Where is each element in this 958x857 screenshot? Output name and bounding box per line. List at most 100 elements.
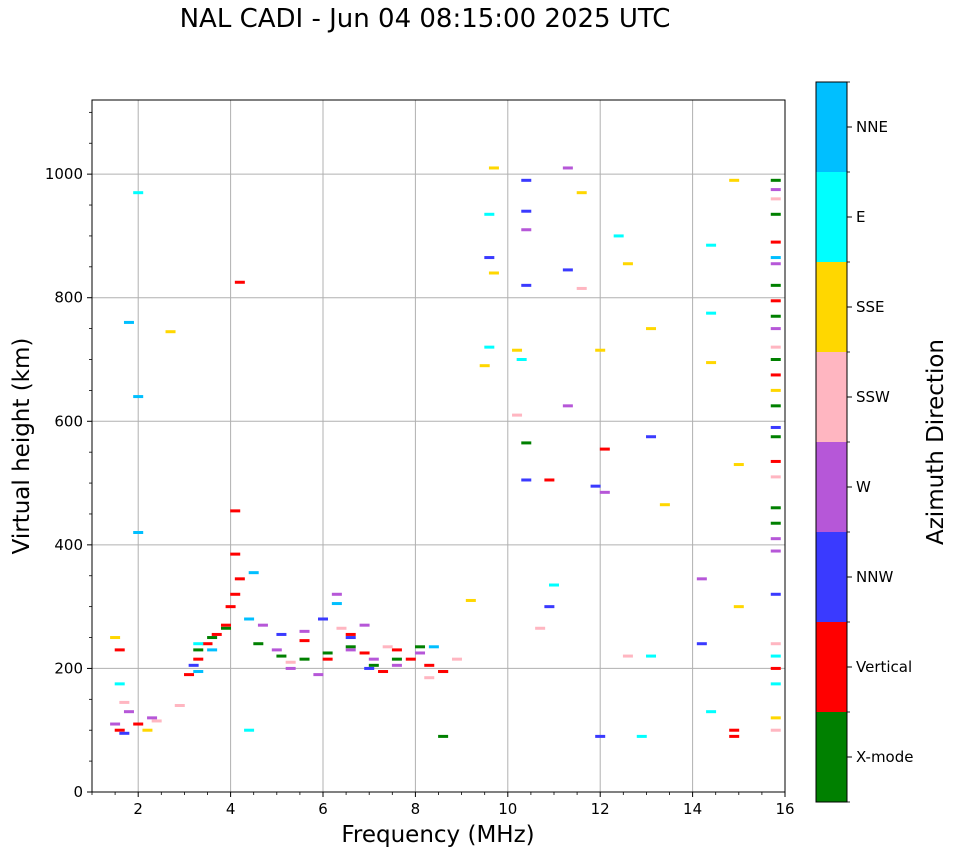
echo-point-e [484,212,495,216]
echo-point-x-mode [299,657,310,661]
echo-point-nnw [770,425,781,429]
echo-point-e [133,191,144,195]
echo-point-vertical [599,447,610,451]
echo-point-nne [244,617,255,621]
echo-point-ssw [451,657,462,661]
echo-point-e [516,358,527,361]
echo-points [110,166,781,738]
echo-point-nnw [188,663,199,667]
echo-point-w [285,666,296,670]
echo-point-nnw [770,592,781,596]
colorbar-segment-e [816,172,847,262]
echo-point-x-mode [770,314,781,318]
echo-point-e [244,728,255,732]
colorbar-segment-nnw [816,532,847,622]
echo-point-x-mode [770,283,781,287]
echo-point-vertical [202,642,213,646]
echo-point-x-mode [415,645,426,649]
echo-point-w [415,651,426,655]
echo-point-sse [488,271,499,275]
axis-ticks: 2 4 6 8 10 12 14 16 0 200 400 600 800 1000 [45,111,795,818]
echo-point-sse [165,330,176,334]
echo-point-ssw [770,728,781,732]
echo-point-sse [646,327,657,331]
echo-point-vertical [359,651,370,655]
echo-point-ssw [151,719,162,723]
echo-point-x-mode [207,636,218,640]
echo-point-vertical [729,728,740,732]
echo-point-nnw [484,256,495,260]
echo-point-w [123,710,134,714]
echo-point-vertical [322,657,333,661]
echo-point-sse [576,191,587,195]
echo-point-w [331,592,342,596]
echo-point-x-mode [770,358,781,361]
echo-point-vertical [225,605,236,609]
x-tick-label: 16 [775,800,794,818]
colorbar-tick-label: W [856,478,871,496]
echo-point-e [636,734,647,738]
colorbar-frame [815,81,848,803]
echo-point-e [770,654,781,658]
echo-point-vertical [230,552,241,556]
colorbar-tick-label: NNE [856,118,888,136]
echo-point-vertical [345,632,356,636]
echo-point-e [613,234,624,238]
echo-point-x-mode [193,648,204,652]
echo-point-nnw [345,636,356,640]
echo-point-vertical [391,648,402,652]
echo-point-vertical [193,657,204,661]
echo-point-w [599,490,610,494]
echo-point-nnw [318,617,328,621]
echo-point-nnw [595,734,606,738]
echo-point-w [562,166,573,170]
echo-point-sse [488,166,499,170]
x-tick-label: 8 [411,800,421,818]
x-tick-label: 14 [683,800,702,818]
echo-point-ssw [424,676,435,680]
colorbar-tick-label: X-mode [856,748,913,766]
grid-lines [92,100,785,792]
echo-point-x-mode [438,734,449,738]
echo-point-vertical [220,623,231,627]
echo-point-nnw [521,283,532,287]
colorbar-segment-nne [816,82,847,172]
echo-point-sse [465,598,476,602]
x-tick-label: 2 [133,800,143,818]
echo-point-x-mode [770,506,781,510]
echo-point-e [706,710,717,714]
echo-point-x-mode [220,626,231,630]
echo-point-w [110,722,121,726]
echo-point-vertical [544,478,555,482]
y-tick-label: 0 [73,783,83,801]
y-tick-label: 800 [54,289,83,307]
echo-point-ssw [770,345,781,349]
echo-point-ssw [770,197,781,201]
echo-point-x-mode [770,178,781,182]
echo-point-vertical [230,509,241,513]
echo-point-e [646,654,657,658]
echo-point-w [770,537,781,541]
echo-point-nnw [521,478,532,482]
echo-point-sse [770,716,781,720]
echo-point-w [770,549,781,553]
colorbar-segment-vertical [816,622,847,712]
echo-point-ssw [770,475,781,479]
echo-point-x-mode [770,212,781,216]
echo-point-e [193,642,204,646]
echo-point-nnw [544,605,555,609]
colorbar-tick-label: NNW [856,568,893,586]
x-tick-label: 12 [591,800,610,818]
echo-point-x-mode [368,663,379,667]
echo-point-vertical [770,373,781,377]
chart-title: NAL CADI - Jun 04 08:15:00 2025 UTC [179,4,671,34]
echo-point-x-mode [770,404,781,408]
echo-point-sse [733,605,744,609]
echo-point-w [313,673,324,677]
echo-point-ssw [382,645,393,649]
echo-point-nne [133,531,144,534]
echo-point-vertical [770,299,781,303]
colorbar-segment-sse [816,262,847,352]
echo-point-sse [770,388,781,392]
echo-point-nnw [364,666,375,670]
